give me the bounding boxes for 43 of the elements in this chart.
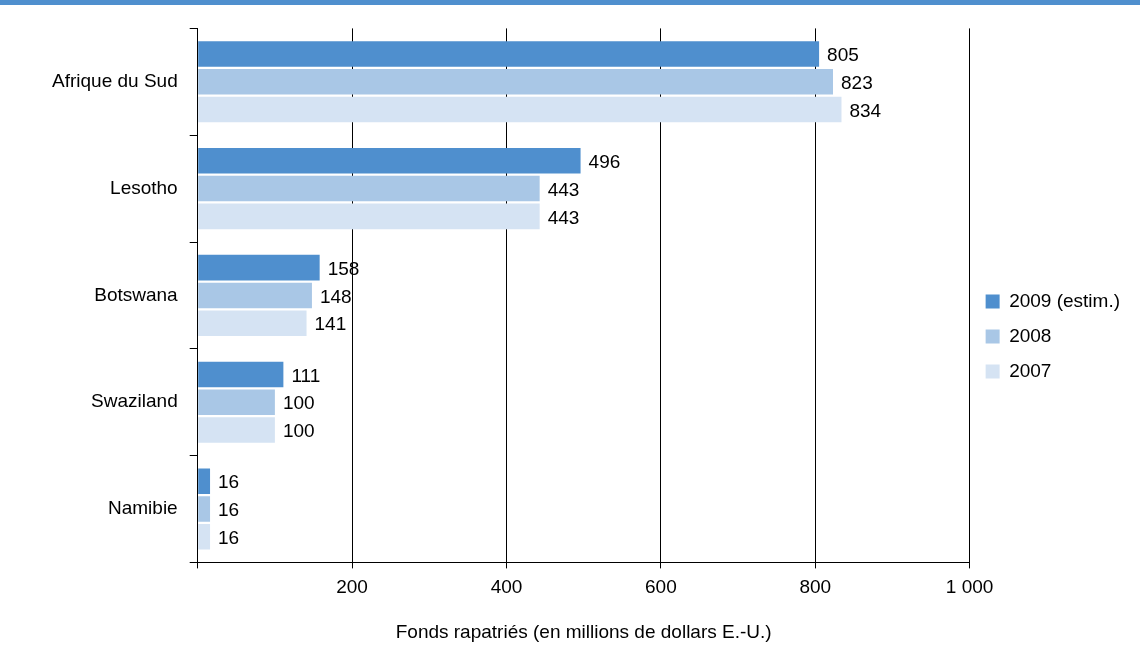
x-tick-label: 400 — [490, 576, 523, 598]
data-label: 141 — [314, 313, 347, 335]
y-tick-label: Namibie — [108, 497, 178, 519]
data-label: 100 — [282, 420, 315, 442]
bar — [198, 496, 211, 522]
bar — [198, 69, 833, 95]
y-tick-label: Afrique du Sud — [52, 70, 178, 92]
bar — [198, 310, 307, 336]
data-label: 834 — [849, 99, 882, 121]
data-label: 111 — [291, 364, 321, 386]
data-label: 496 — [588, 151, 621, 173]
x-tick-label: 200 — [336, 576, 368, 598]
x-axis-title: Fonds rapatriés (en millions de dollars E.-U.) — [395, 620, 772, 642]
x-tick-label: 1 000 — [945, 576, 994, 598]
data-label: 823 — [841, 72, 873, 94]
legend-label: 2008 — [1009, 324, 1052, 346]
data-label: 100 — [282, 392, 315, 414]
bar — [198, 389, 275, 415]
y-tick-label: Botswana — [94, 283, 179, 305]
bar — [198, 203, 540, 230]
bar — [198, 524, 211, 550]
data-label: 148 — [319, 285, 352, 307]
bar — [198, 361, 284, 388]
bar — [198, 468, 211, 495]
bar — [198, 417, 275, 443]
bar — [198, 41, 820, 67]
data-label: 16 — [218, 471, 240, 493]
data-label: 443 — [547, 206, 580, 228]
bar — [198, 254, 320, 281]
x-tick-label: 800 — [799, 576, 832, 598]
y-tick-label: Swaziland — [91, 390, 178, 412]
y-tick-label: Lesotho — [110, 176, 178, 198]
x-tick-label: 600 — [645, 576, 677, 598]
data-label: 16 — [218, 499, 240, 521]
data-label: 805 — [827, 44, 859, 66]
bar — [198, 175, 540, 202]
legend-label: 2009 (estim.) — [1009, 289, 1120, 311]
bar — [198, 282, 312, 309]
legend-label: 2007 — [1009, 359, 1052, 381]
bar — [198, 148, 581, 174]
data-label: 443 — [547, 178, 580, 200]
data-label: 16 — [218, 527, 240, 548]
bar — [198, 96, 842, 123]
